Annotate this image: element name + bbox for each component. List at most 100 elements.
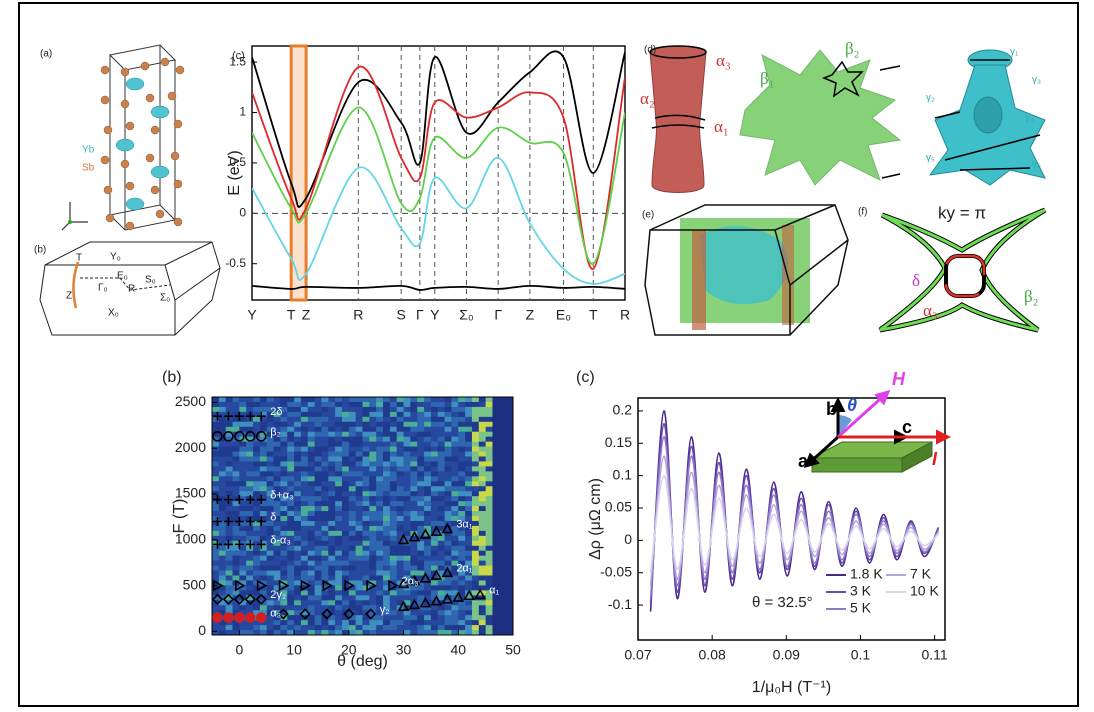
heatmap-cell: [273, 481, 281, 487]
heatmap-cell: [389, 466, 398, 472]
heatmap-cell: [328, 511, 336, 517]
heatmap-cell: [335, 431, 343, 438]
heatmap-cell: [362, 441, 370, 448]
heatmap-cell: [389, 605, 398, 611]
heatmap-cell: [287, 560, 295, 567]
heatmap-cell: [266, 446, 275, 453]
series-label: 2δ: [270, 406, 282, 418]
y-tick-label: 2500: [175, 393, 206, 409]
x-tick-label: 10: [286, 642, 302, 658]
heatmap-cell: [362, 471, 370, 477]
heatmap-cell: [451, 590, 459, 596]
heatmap-cell: [266, 600, 275, 606]
heatmap-cell: [383, 491, 391, 497]
heatmap-cell: [410, 516, 418, 522]
heatmap-cell: [458, 580, 466, 586]
heatmap-cell: [266, 575, 275, 581]
heatmap-cell: [430, 625, 439, 631]
heatmap-cell: [280, 411, 288, 418]
heatmap-cell: [273, 466, 281, 472]
heatmap-cell: [287, 436, 295, 443]
heatmap-cell: [328, 575, 336, 581]
heatmap-cell: [294, 501, 302, 507]
heatmap-cell: [376, 511, 384, 517]
heatmap-cell: [321, 466, 329, 472]
heatmap-cell: [362, 525, 370, 532]
heatmap-cell: [471, 570, 480, 576]
heatmap-cell: [246, 446, 254, 453]
heatmap-cell: [280, 520, 288, 527]
brillouin-zone-surfaces: [644, 204, 849, 336]
heatmap-cell: [478, 525, 487, 532]
heatmap-cell: [259, 525, 268, 532]
heatmap-cell: [266, 481, 275, 487]
heatmap-cell: [287, 565, 295, 572]
heatmap-cell: [239, 565, 247, 572]
heatmap-cell: [444, 411, 452, 418]
heatmap-cell: [314, 585, 322, 591]
heatmap-cell: [225, 431, 234, 438]
heatmap-cell: [246, 436, 254, 443]
heatmap-cell: [300, 520, 309, 527]
heatmap-cell: [294, 620, 302, 626]
heatmap-cell: [307, 575, 316, 581]
heatmap-cell: [389, 595, 398, 601]
heatmap-cell: [465, 516, 473, 522]
heatmap-cell: [417, 411, 425, 418]
heatmap-cell: [253, 461, 261, 467]
heatmap-cell: [266, 535, 275, 542]
heatmap-cell: [280, 491, 288, 497]
heatmap-cell: [335, 520, 343, 527]
heatmap-cell: [341, 625, 350, 631]
heatmap-cell: [492, 496, 500, 502]
heatmap-cell: [280, 630, 288, 636]
heatmap-cell: [253, 625, 261, 631]
heatmap-cell: [451, 506, 459, 512]
heatmap-cell: [321, 516, 329, 522]
heatmap-cell: [430, 600, 439, 606]
heatmap-cell: [341, 436, 350, 443]
heatmap-cell: [321, 555, 329, 562]
heatmap-cell: [396, 615, 405, 621]
heatmap-cell: [396, 511, 405, 517]
heatmap-cell: [287, 456, 295, 462]
heatmap-cell: [355, 401, 363, 408]
heatmap-cell: [355, 520, 363, 527]
heatmap-cell: [225, 446, 234, 453]
heatmap-cell: [218, 600, 227, 606]
heatmap-cell: [499, 456, 507, 462]
panel-label: (a): [40, 49, 52, 60]
heatmap-cell: [383, 481, 391, 487]
heatmap-cell: [458, 456, 466, 462]
heatmap-cell: [458, 590, 466, 596]
heatmap-cell: [389, 421, 398, 428]
heatmap-cell: [506, 600, 514, 606]
heatmap-cell: [259, 516, 268, 522]
x-tick-label: 30: [396, 642, 412, 658]
heatmap-cell: [458, 421, 466, 428]
heatmap-cell: [437, 406, 446, 413]
heatmap-cell: [355, 496, 363, 502]
heatmap-cell: [485, 441, 493, 448]
heatmap-cell: [239, 506, 247, 512]
heatmap-cell: [232, 575, 240, 581]
heatmap-cell: [335, 545, 343, 552]
heatmap-cell: [239, 451, 247, 457]
heatmap-cell: [225, 476, 234, 482]
heatmap-cell: [253, 456, 261, 462]
heatmap-cell: [410, 525, 418, 532]
heatmap-cell: [232, 456, 240, 462]
heatmap-cell: [499, 620, 507, 626]
heatmap-cell: [410, 446, 418, 453]
heatmap-cell: [355, 481, 363, 487]
heatmap-cell: [321, 620, 329, 626]
heatmap-cell: [465, 520, 473, 527]
heatmap-cell: [259, 461, 268, 467]
heatmap-cell: [499, 506, 507, 512]
heatmap-cell: [239, 535, 247, 542]
heatmap-cell: [328, 630, 336, 636]
heatmap-cell: [465, 431, 473, 438]
heatmap-cell: [212, 620, 220, 626]
heatmap-cell: [253, 550, 261, 557]
heatmap-cell: [266, 441, 275, 448]
